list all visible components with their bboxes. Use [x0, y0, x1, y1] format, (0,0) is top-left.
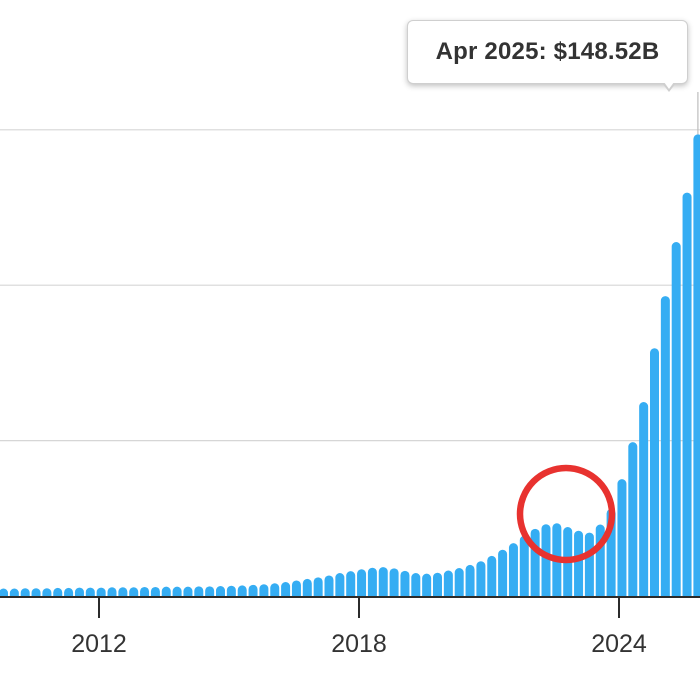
bar-q3-2017[interactable]: [367, 567, 377, 596]
bar-q2-2012[interactable]: [140, 586, 150, 596]
bar-q2-2020[interactable]: [487, 555, 497, 596]
bar-q1-2024[interactable]: [650, 348, 659, 596]
bar-q4-2010[interactable]: [74, 587, 84, 596]
bar-q3-2024[interactable]: [671, 241, 681, 596]
bar-q3-2019[interactable]: [454, 568, 464, 596]
bar-q2-2019[interactable]: [443, 570, 453, 596]
bar-q1-2019[interactable]: [433, 572, 442, 596]
bar-q1-2017[interactable]: [346, 571, 356, 596]
bar-q1-2011[interactable]: [85, 587, 95, 596]
bar-q2-2009[interactable]: [9, 588, 19, 596]
bar-q3-2015[interactable]: [281, 582, 291, 596]
bar-q4-2015[interactable]: [291, 580, 301, 596]
bar-q4-2020[interactable]: [508, 543, 518, 596]
bar-q1-2013[interactable]: [172, 586, 182, 596]
bar-q3-2011[interactable]: [107, 587, 117, 596]
bar-q3-2021[interactable]: [541, 524, 551, 596]
bar-q4-2009[interactable]: [31, 588, 41, 596]
axis-layer: 2012 2018 2024: [0, 596, 700, 658]
bar-q3-2023[interactable]: [628, 442, 638, 596]
bar-apr-2025[interactable]: [693, 134, 700, 596]
bar-q3-2013[interactable]: [194, 586, 204, 596]
bar-q3-2022[interactable]: [584, 532, 594, 596]
bar-q2-2021[interactable]: [530, 528, 540, 596]
bar-q3-2010[interactable]: [64, 587, 74, 596]
bar-q3-2016[interactable]: [324, 575, 334, 596]
bar-q2-2017[interactable]: [357, 569, 367, 596]
bar-q4-2019[interactable]: [465, 564, 475, 596]
bar-q2-2015[interactable]: [270, 583, 280, 596]
bar-q2-2024[interactable]: [660, 296, 670, 596]
bar-q4-2016[interactable]: [335, 573, 345, 596]
bar-q3-2014[interactable]: [237, 585, 247, 596]
bar-q4-2024[interactable]: [682, 192, 692, 596]
bar-q1-2018[interactable]: [389, 568, 399, 596]
highlight-circle: [516, 464, 616, 564]
bar-q2-2013[interactable]: [183, 586, 193, 596]
bar-q4-2023[interactable]: [639, 402, 649, 596]
bar-q2-2022[interactable]: [574, 530, 584, 596]
bar-q4-2017[interactable]: [378, 567, 388, 596]
bar-layer: [0, 92, 700, 596]
bar-q3-2009[interactable]: [20, 588, 30, 596]
tooltip-pointer-fill: [664, 82, 674, 89]
bar-q3-2012[interactable]: [150, 586, 160, 596]
bar-q2-2018[interactable]: [400, 570, 410, 596]
grid-layer: [0, 129, 700, 442]
bar-q4-2012[interactable]: [161, 586, 171, 596]
bar-q4-2018[interactable]: [422, 573, 432, 596]
bar-q4-2013[interactable]: [205, 586, 215, 596]
tooltip: Apr 2025: $148.52B: [407, 20, 688, 84]
bar-q1-2012[interactable]: [129, 587, 139, 596]
bar-q1-2020[interactable]: [476, 561, 486, 596]
bar-q1-2016[interactable]: [302, 578, 312, 596]
bar-q1-2014[interactable]: [216, 586, 225, 596]
bar-q1-2015[interactable]: [259, 584, 269, 596]
bar-q2-2016[interactable]: [313, 577, 323, 596]
bar-q3-2020[interactable]: [498, 549, 508, 596]
x-tick-label-2012: 2012: [71, 630, 127, 658]
bar-q2-2011[interactable]: [96, 587, 106, 596]
tooltip-text: Apr 2025: $148.52B: [435, 38, 660, 65]
bar-q1-2009[interactable]: [0, 588, 8, 596]
bar-q1-2021[interactable]: [519, 535, 529, 596]
bar-q2-2014[interactable]: [226, 585, 236, 596]
bar-q4-2011[interactable]: [118, 587, 128, 596]
bar-q3-2018[interactable]: [411, 573, 421, 596]
bar-q2-2010[interactable]: [53, 587, 63, 596]
x-tick-label-2024: 2024: [591, 630, 647, 658]
bar-q4-2014[interactable]: [248, 584, 258, 596]
x-tick-label-2018: 2018: [331, 630, 387, 658]
bar-q1-2010[interactable]: [42, 588, 52, 596]
bar-q2-2023[interactable]: [617, 479, 627, 596]
